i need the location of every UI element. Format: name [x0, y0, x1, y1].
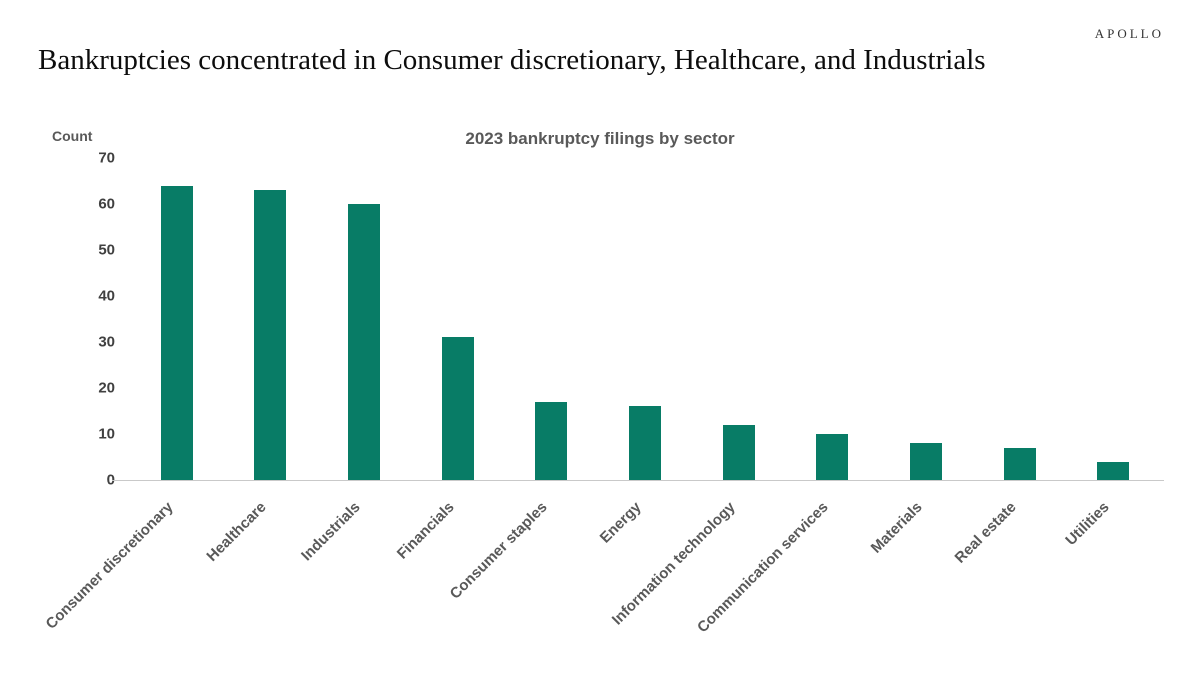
y-axis-tick-label: 20	[98, 379, 115, 397]
bar-consumer-discretionary	[160, 185, 193, 480]
y-axis-tick-label: 30	[98, 333, 115, 351]
bar-column	[224, 158, 318, 480]
bar-column	[879, 158, 973, 480]
bar-column	[411, 158, 505, 480]
bar-column	[598, 158, 692, 480]
bar-energy	[629, 406, 662, 480]
page-title: Bankruptcies concentrated in Consumer di…	[38, 44, 986, 76]
bar-column	[130, 158, 224, 480]
y-axis-label: Count	[52, 128, 93, 144]
bar-healthcare	[254, 190, 287, 480]
y-axis-tick-label: 50	[98, 241, 115, 259]
bar-consumer-staples	[535, 401, 568, 480]
y-axis: 0 10 20 30 40 50 60 70	[60, 151, 115, 488]
bar-column	[973, 158, 1067, 480]
chart-title: 2023 bankruptcy filings by sector	[465, 129, 735, 148]
bar-communication-services	[816, 434, 849, 480]
bar-information-technology	[722, 424, 755, 480]
bar-column	[785, 158, 879, 480]
bar-materials	[909, 443, 942, 480]
bar-column	[692, 158, 786, 480]
bar-real-estate	[1003, 447, 1036, 480]
apollo-logo: APOLLO	[1094, 26, 1164, 41]
bar-column	[317, 158, 411, 480]
bar-industrials	[348, 204, 381, 480]
y-axis-tick-label: 60	[98, 195, 115, 213]
x-axis-tick-label: Consumer staples	[447, 498, 552, 603]
x-axis-labels: Consumer discretionary Healthcare Industri…	[42, 482, 1160, 667]
x-axis-tick-label: Information technology	[608, 498, 739, 629]
bar-column	[505, 158, 599, 480]
x-axis-tick-label: Financials	[393, 498, 458, 563]
x-axis-tick-label: Consumer discretionary	[42, 498, 177, 633]
x-axis-tick-label: Materials	[867, 498, 926, 557]
y-axis-tick-label: 10	[98, 425, 115, 443]
bar-utilities	[1097, 461, 1130, 480]
bar-column	[1066, 158, 1160, 480]
x-axis-tick-label: Industrials	[298, 498, 364, 565]
y-axis-tick-label: 70	[98, 149, 115, 167]
x-axis-tick-label: Utilities	[1062, 498, 1113, 549]
x-axis-tick-label: Healthcare	[203, 498, 271, 565]
x-axis-tick-label: Real estate	[951, 498, 1020, 567]
x-axis-tick-label: Communication services	[694, 498, 832, 637]
bar-plot-area	[130, 158, 1160, 480]
bar-financials	[441, 337, 474, 480]
x-axis-tick-label: Energy	[596, 498, 645, 547]
y-axis-tick-label: 40	[98, 287, 115, 305]
y-axis-tick-label: 0	[106, 471, 115, 489]
x-axis-line	[112, 480, 1164, 481]
